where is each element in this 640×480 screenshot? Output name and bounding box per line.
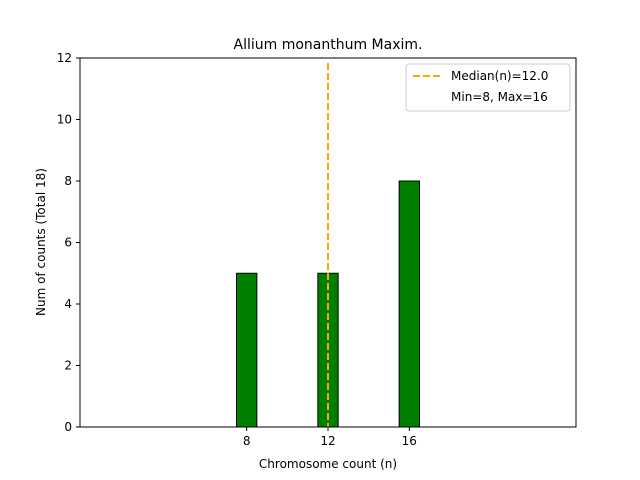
legend-range-note: Min=8, Max=16 — [451, 90, 548, 104]
y-tick-label: 10 — [57, 113, 72, 127]
x-tick-label: 8 — [243, 434, 251, 448]
legend-box — [405, 63, 571, 112]
y-axis-ticks: 0 2 4 6 8 10 12 — [57, 51, 80, 434]
chart-title: Allium monanthum Maxim. — [234, 37, 423, 53]
y-tick-label: 4 — [64, 297, 72, 311]
y-tick-label: 8 — [64, 174, 72, 188]
x-axis-ticks: 8 12 16 — [243, 427, 417, 448]
bar-n-8 — [236, 272, 258, 428]
legend: Median(n)=12.0 Min=8, Max=16 — [405, 63, 571, 112]
legend-median-label: Median(n)=12.0 — [451, 69, 548, 83]
x-tick-label: 16 — [402, 434, 417, 448]
y-tick-label: 2 — [64, 359, 72, 373]
y-tick-label: 0 — [64, 420, 72, 434]
y-tick-label: 12 — [57, 51, 72, 65]
x-axis-label: Chromosome count (n) — [259, 457, 397, 471]
bar-n-16 — [398, 180, 420, 428]
y-tick-label: 6 — [64, 236, 72, 250]
bars-layer — [236, 180, 420, 428]
y-axis-label: Num of counts (Total 18) — [34, 168, 48, 316]
x-tick-label: 12 — [320, 434, 335, 448]
